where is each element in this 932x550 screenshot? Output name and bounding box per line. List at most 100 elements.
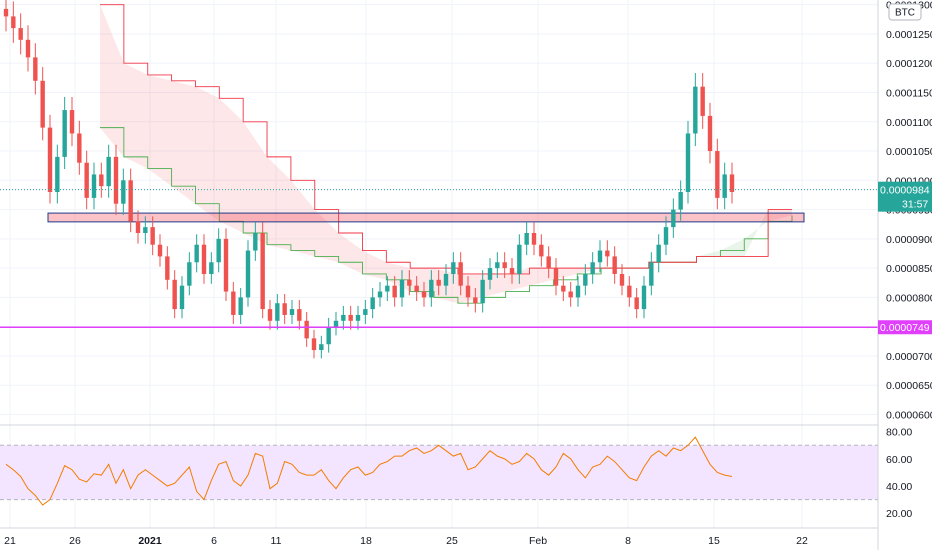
rsi-tick-label: 60.00	[886, 454, 912, 466]
candle-body	[25, 39, 31, 58]
bar-countdown: 31:57	[902, 199, 928, 211]
cloud-segment	[624, 262, 649, 269]
candle-body	[700, 86, 705, 116]
cloud-segment	[672, 256, 697, 263]
candle-body	[605, 250, 610, 257]
candle-body	[311, 338, 317, 351]
time-tick-label: 25	[446, 535, 458, 547]
candle-body	[627, 285, 632, 298]
candle-body	[715, 151, 720, 198]
candle-body	[18, 28, 23, 40]
candle-body	[209, 262, 214, 274]
cloud-segment	[314, 209, 339, 263]
candle-body	[91, 174, 97, 198]
support-price-tag-box	[878, 320, 932, 335]
candle-body	[377, 291, 383, 298]
candle-body	[590, 262, 595, 274]
time-tick-label: 21	[4, 535, 16, 547]
time-tick-label: 18	[360, 535, 372, 547]
candle-body	[319, 344, 324, 351]
currency-badge[interactable]: BTC	[888, 3, 922, 21]
cloud-segment	[195, 86, 220, 222]
candle-body	[429, 279, 434, 298]
cloud-segment	[100, 4, 124, 157]
candle-body	[260, 232, 265, 310]
candle-body	[121, 180, 126, 204]
candle-body	[165, 256, 170, 280]
candle-body	[267, 309, 273, 321]
price-tick-label: 0.0000850	[886, 263, 932, 275]
price-tick-label: 0.0001200	[886, 58, 932, 70]
candle-body	[55, 156, 60, 193]
time-tick-label: 11	[271, 535, 282, 547]
candle-body	[11, 16, 16, 29]
time-tick-label: 8	[625, 535, 631, 547]
price-tick-label: 0.0001250	[886, 29, 932, 41]
cloud-segment	[720, 238, 745, 257]
currency-badge-box	[888, 3, 922, 21]
candle-body	[685, 133, 691, 193]
last-price-label: 0.0000984	[880, 185, 930, 197]
candle-body	[473, 297, 478, 304]
time-tick-label: 15	[708, 535, 720, 547]
cloud-segment	[553, 268, 578, 280]
time-tick-label: 2021	[138, 535, 162, 547]
candle-body	[135, 221, 141, 233]
candle-body	[546, 256, 551, 269]
candle-body	[641, 285, 647, 310]
candle-body	[458, 262, 463, 286]
candle-body	[583, 273, 588, 286]
candle-body	[465, 285, 471, 298]
candle-body	[619, 273, 625, 286]
price-tick-label: 0.0001100	[886, 117, 932, 129]
candle-body	[539, 244, 544, 257]
candle-body	[223, 238, 229, 292]
candle-body	[128, 180, 133, 222]
candle-body	[172, 279, 177, 310]
candle-body	[561, 285, 566, 292]
candle-body	[157, 244, 163, 257]
candle-body	[348, 314, 353, 321]
price-tick-label: 0.0000700	[886, 351, 932, 363]
candle-body	[722, 174, 727, 198]
candle-body	[517, 244, 522, 274]
price-tick-label: 0.0001150	[886, 87, 932, 99]
rsi-axis[interactable]: 80.00 60.00 40.00 20.00	[886, 427, 912, 520]
currency-badge-text: BTC	[895, 8, 915, 19]
time-tick-label: 26	[69, 535, 81, 547]
candle-body	[509, 268, 515, 274]
candle-body	[612, 256, 617, 274]
candle-body	[363, 309, 368, 315]
candle-body	[47, 127, 53, 193]
resistance-zone[interactable]	[47, 212, 805, 223]
candle-body	[253, 232, 258, 251]
candle-body	[216, 238, 221, 263]
candle-body	[62, 110, 67, 157]
price-axis[interactable]: 0.00013000.00012500.00012000.00011500.00…	[877, 0, 932, 550]
candle-body	[231, 291, 236, 315]
cloud-segment	[147, 74, 172, 187]
candle-body	[678, 192, 683, 210]
candle-body	[436, 279, 441, 286]
support-price-label: 0.0000749	[880, 322, 930, 334]
candle-body	[729, 174, 735, 193]
candle-body	[487, 268, 493, 280]
cloud-segment	[386, 262, 411, 292]
candle-body	[355, 314, 361, 321]
candle-body	[194, 244, 199, 263]
cloud-segment	[529, 268, 554, 286]
last-price-tag[interactable]: 0.0000984 31:57	[878, 181, 932, 212]
candle-body	[656, 244, 661, 263]
candle-body	[179, 285, 185, 310]
price-tick-label: 0.0001050	[886, 146, 932, 158]
price-tick-label: 0.0000800	[886, 292, 932, 304]
ichimoku-cloud	[100, 4, 793, 304]
price-tick-label: 0.0000650	[886, 380, 932, 392]
candle-body	[671, 209, 676, 228]
rsi-tick-label: 20.00	[886, 508, 912, 520]
candle-body	[150, 227, 155, 245]
support-price-tag[interactable]: 0.0000749	[878, 320, 932, 335]
candle-body	[495, 262, 500, 269]
time-axis[interactable]: 21 26 2021 6 11 18 25 Feb 8 15 22	[4, 535, 808, 547]
